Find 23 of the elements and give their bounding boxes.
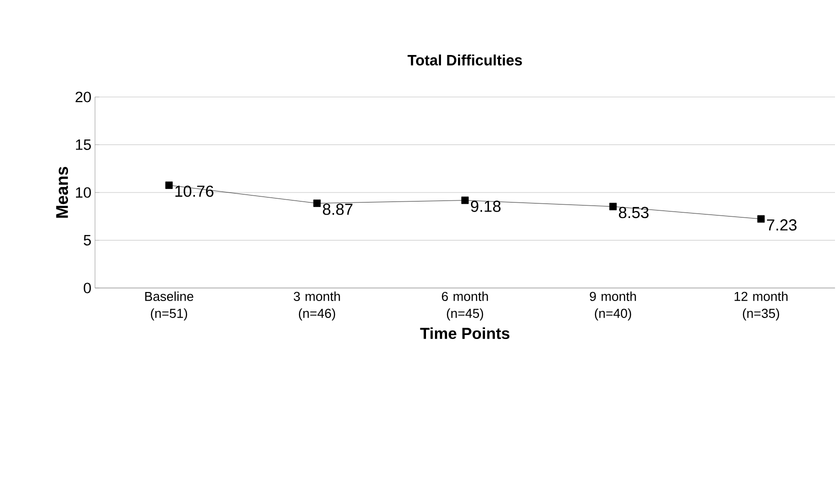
point (313, 200, 321, 207)
x-axis-title: Time Points (420, 327, 510, 340)
data-label: 7.23 (767, 219, 797, 231)
data-label: 8.87 (322, 204, 352, 215)
x-tick-label: 12 month (n=35) (734, 292, 788, 321)
y-axis-title: Means (56, 166, 68, 218)
data-label: 9.18 (470, 200, 501, 212)
y-tick-label: 0 (84, 282, 91, 294)
point (757, 215, 765, 223)
y-tick-label: 5 (84, 235, 91, 246)
point (165, 182, 173, 189)
point (461, 196, 469, 204)
x-tick-label: 6 month (n=45) (442, 292, 488, 321)
point (609, 202, 617, 210)
x-tick-label: 3 month (n=46) (294, 292, 340, 321)
x-tick-label: Baseline (n=51) (145, 292, 194, 321)
data-label: 10.76 (175, 186, 214, 197)
y-tick-label: 10 (76, 187, 91, 198)
x-tick-label: 9 month (n=40) (590, 292, 636, 321)
chart-title: Total Difficulties (408, 54, 522, 66)
y-tick-label: 15 (76, 140, 91, 150)
y-tick-label: 20 (76, 92, 91, 102)
data-label: 8.53 (618, 206, 649, 218)
